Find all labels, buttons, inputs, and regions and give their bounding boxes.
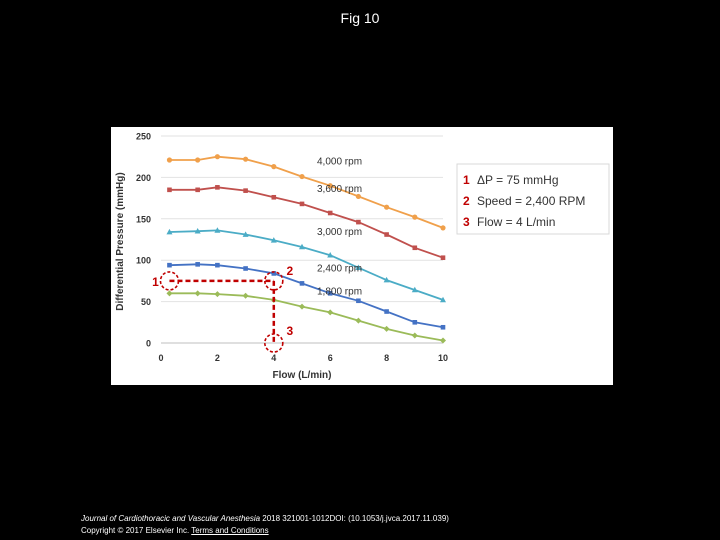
series-label-4: 1,800 rpm [317, 287, 362, 298]
data-point-1-1 [195, 187, 200, 193]
data-point-0-5 [299, 173, 305, 180]
x-tick-label-6: 6 [328, 353, 333, 363]
data-point-3-4 [271, 271, 277, 276]
annotation-marker-1: 1 [152, 275, 159, 289]
data-point-2-6 [327, 252, 334, 258]
data-point-3-0 [167, 262, 172, 268]
data-point-2-1 [194, 228, 201, 234]
data-point-3-9 [412, 320, 418, 325]
series-label-3: 2,400 rpm [317, 263, 362, 274]
data-point-3-1 [195, 262, 200, 267]
data-point-1-7 [356, 219, 361, 225]
slide-title: Fig 10 [340, 10, 380, 26]
series-line-0 [169, 155, 444, 229]
data-point-3-8 [384, 309, 389, 314]
series-line-3 [169, 263, 444, 329]
y-tick-label-0: 0 [146, 339, 151, 349]
data-point-3-6 [327, 291, 333, 296]
data-point-2-8 [383, 276, 390, 283]
data-point-1-3 [243, 188, 248, 193]
data-point-1-8 [384, 232, 389, 237]
data-point-0-4 [271, 164, 277, 170]
x-tick-label-10: 10 [438, 353, 448, 363]
annotation-circle-2 [264, 271, 284, 291]
y-tick-label-50: 50 [141, 297, 151, 307]
copyright-line: Copyright © 2017 Elsevier Inc. Terms and… [81, 525, 449, 537]
data-point-4-9 [411, 332, 418, 339]
data-point-1-10 [440, 255, 446, 261]
data-point-4-0 [166, 290, 173, 297]
annotation-key-number-2: 2 [463, 194, 470, 208]
x-tick-label-0: 0 [158, 353, 163, 363]
data-point-1-4 [271, 194, 277, 200]
annotation-key-number-1: 1 [463, 173, 470, 187]
data-point-2-3 [242, 231, 249, 237]
data-point-3-2 [215, 262, 220, 268]
data-point-4-6 [327, 309, 334, 316]
data-point-4-5 [299, 303, 305, 310]
data-point-0-7 [355, 193, 361, 200]
data-point-2-9 [411, 286, 418, 293]
journal-name: Journal of Cardiothoracic and Vascular A… [81, 514, 261, 523]
data-point-2-4 [270, 237, 277, 243]
annotation-key-text-1: ΔP = 75 mmHg [477, 173, 559, 187]
data-point-1-9 [412, 245, 418, 251]
data-point-0-10 [440, 225, 446, 231]
data-point-2-2 [214, 227, 221, 233]
y-tick-label-250: 250 [136, 132, 151, 142]
annotation-circle-1 [159, 271, 180, 291]
data-point-2-0 [166, 228, 173, 235]
data-point-0-9 [412, 214, 418, 220]
data-point-4-3 [242, 292, 249, 299]
annotation-marker-3: 3 [286, 324, 293, 338]
annotation-key-text-2: Speed = 2,400 RPM [477, 194, 585, 208]
annotation-marker-2: 2 [286, 264, 293, 278]
data-point-1-2 [215, 185, 220, 190]
data-point-3-10 [440, 324, 446, 330]
data-point-4-10 [440, 337, 446, 344]
series-line-1 [169, 186, 444, 259]
data-point-3-7 [356, 298, 361, 304]
annotation-key-box [456, 163, 610, 235]
series-label-0: 4,000 rpm [317, 157, 362, 168]
data-point-4-8 [383, 325, 390, 332]
copyright-text: Copyright © 2017 Elsevier Inc. [81, 526, 190, 535]
data-point-0-8 [384, 204, 390, 210]
y-tick-label-200: 200 [136, 173, 151, 183]
series-label-2: 3,000 rpm [317, 227, 362, 238]
data-point-0-1 [195, 157, 201, 163]
data-point-0-2 [214, 154, 220, 160]
x-tick-label-4: 4 [271, 353, 276, 363]
annotation-key-number-3: 3 [463, 215, 470, 229]
data-point-4-2 [214, 291, 221, 298]
data-point-4-1 [194, 290, 201, 297]
data-point-2-7 [355, 264, 362, 270]
figure-panel: 0 50 100 150 200 250 0 2 4 6 8 10 Flow (L/min) Differ… [111, 127, 613, 385]
citation-line: Journal of Cardiothoracic and Vascular A… [81, 513, 449, 525]
x-axis-label: Flow (L/min) [273, 370, 332, 381]
y-tick-label-100: 100 [136, 256, 151, 266]
data-point-0-6 [327, 183, 333, 189]
data-point-1-5 [299, 201, 305, 207]
data-point-3-5 [299, 281, 305, 286]
chart: 0 50 100 150 200 250 0 2 4 6 8 10 Flow (L/min) Differ… [115, 132, 610, 381]
annotation-circle-3 [264, 333, 284, 353]
data-point-3-3 [243, 266, 248, 271]
citation-text: 2018 321001-1012DOI: (10.1053/j.jvca.201… [260, 514, 449, 523]
slide-footer: Journal of Cardiothoracic and Vascular A… [81, 513, 449, 537]
terms-link[interactable]: Terms and Conditions [191, 526, 269, 535]
annotation-key-text-3: Flow = 4 L/min [477, 215, 555, 229]
data-point-1-6 [327, 210, 333, 216]
y-axis-label: Differential Pressure (mmHg) [115, 172, 126, 310]
data-point-0-3 [243, 156, 249, 162]
data-point-0-0 [166, 157, 173, 163]
y-tick-label-150: 150 [136, 214, 151, 224]
series-label-1: 3,600 rpm [317, 184, 362, 195]
x-tick-label-2: 2 [215, 353, 220, 363]
data-point-2-10 [440, 296, 446, 303]
data-point-2-5 [299, 243, 305, 250]
data-point-4-7 [355, 317, 362, 324]
data-point-1-0 [167, 187, 172, 193]
x-tick-label-8: 8 [384, 353, 389, 363]
